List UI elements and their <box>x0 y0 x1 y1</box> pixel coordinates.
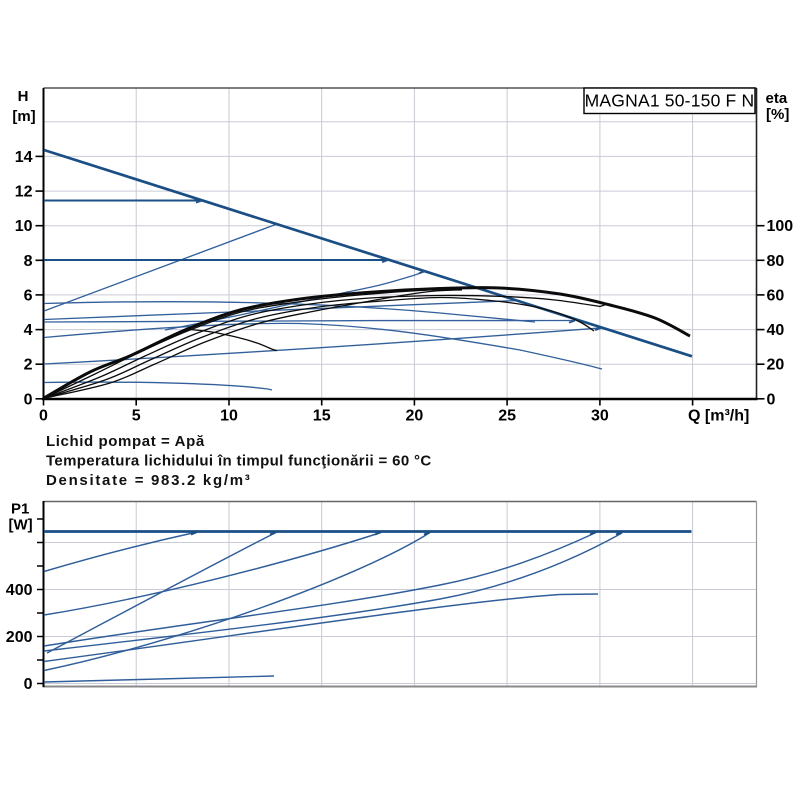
svg-text:2: 2 <box>24 357 33 374</box>
svg-text:0: 0 <box>767 391 776 408</box>
svg-text:30: 30 <box>591 408 609 425</box>
svg-text:400: 400 <box>6 582 33 599</box>
svg-text:Lichid pompat = Apă: Lichid pompat = Apă <box>46 433 205 450</box>
svg-text:8: 8 <box>24 253 33 270</box>
svg-text:14: 14 <box>15 149 33 166</box>
svg-text:[m]: [m] <box>12 108 35 125</box>
svg-text:4: 4 <box>24 322 33 339</box>
svg-text:10: 10 <box>15 218 33 235</box>
svg-text:6: 6 <box>24 287 33 304</box>
svg-text:eta: eta <box>766 90 788 107</box>
svg-text:0: 0 <box>39 408 48 425</box>
svg-text:10: 10 <box>220 408 238 425</box>
svg-text:P1: P1 <box>11 501 29 518</box>
svg-text:20: 20 <box>767 357 785 374</box>
svg-text:60: 60 <box>767 287 785 304</box>
svg-text:20: 20 <box>406 408 424 425</box>
svg-text:H: H <box>18 88 29 105</box>
svg-text:5: 5 <box>132 408 141 425</box>
svg-text:0: 0 <box>24 676 33 693</box>
svg-text:25: 25 <box>498 408 516 425</box>
svg-text:15: 15 <box>313 408 331 425</box>
svg-text:100: 100 <box>767 218 794 235</box>
svg-text:Q [m³/h]: Q [m³/h] <box>688 408 749 425</box>
svg-text:[W]: [W] <box>9 517 33 534</box>
svg-text:80: 80 <box>767 253 785 270</box>
svg-text:40: 40 <box>767 322 785 339</box>
svg-text:Temperatura lichidului în timp: Temperatura lichidului în timpul funcţio… <box>46 453 432 470</box>
svg-text:0: 0 <box>24 391 33 408</box>
svg-text:Densitate = 983.2 kg/m³: Densitate = 983.2 kg/m³ <box>46 472 251 489</box>
svg-text:MAGNA1 50-150 F N: MAGNA1 50-150 F N <box>585 91 755 111</box>
svg-text:[%]: [%] <box>766 106 789 123</box>
svg-text:200: 200 <box>6 629 33 646</box>
svg-text:12: 12 <box>15 184 33 201</box>
